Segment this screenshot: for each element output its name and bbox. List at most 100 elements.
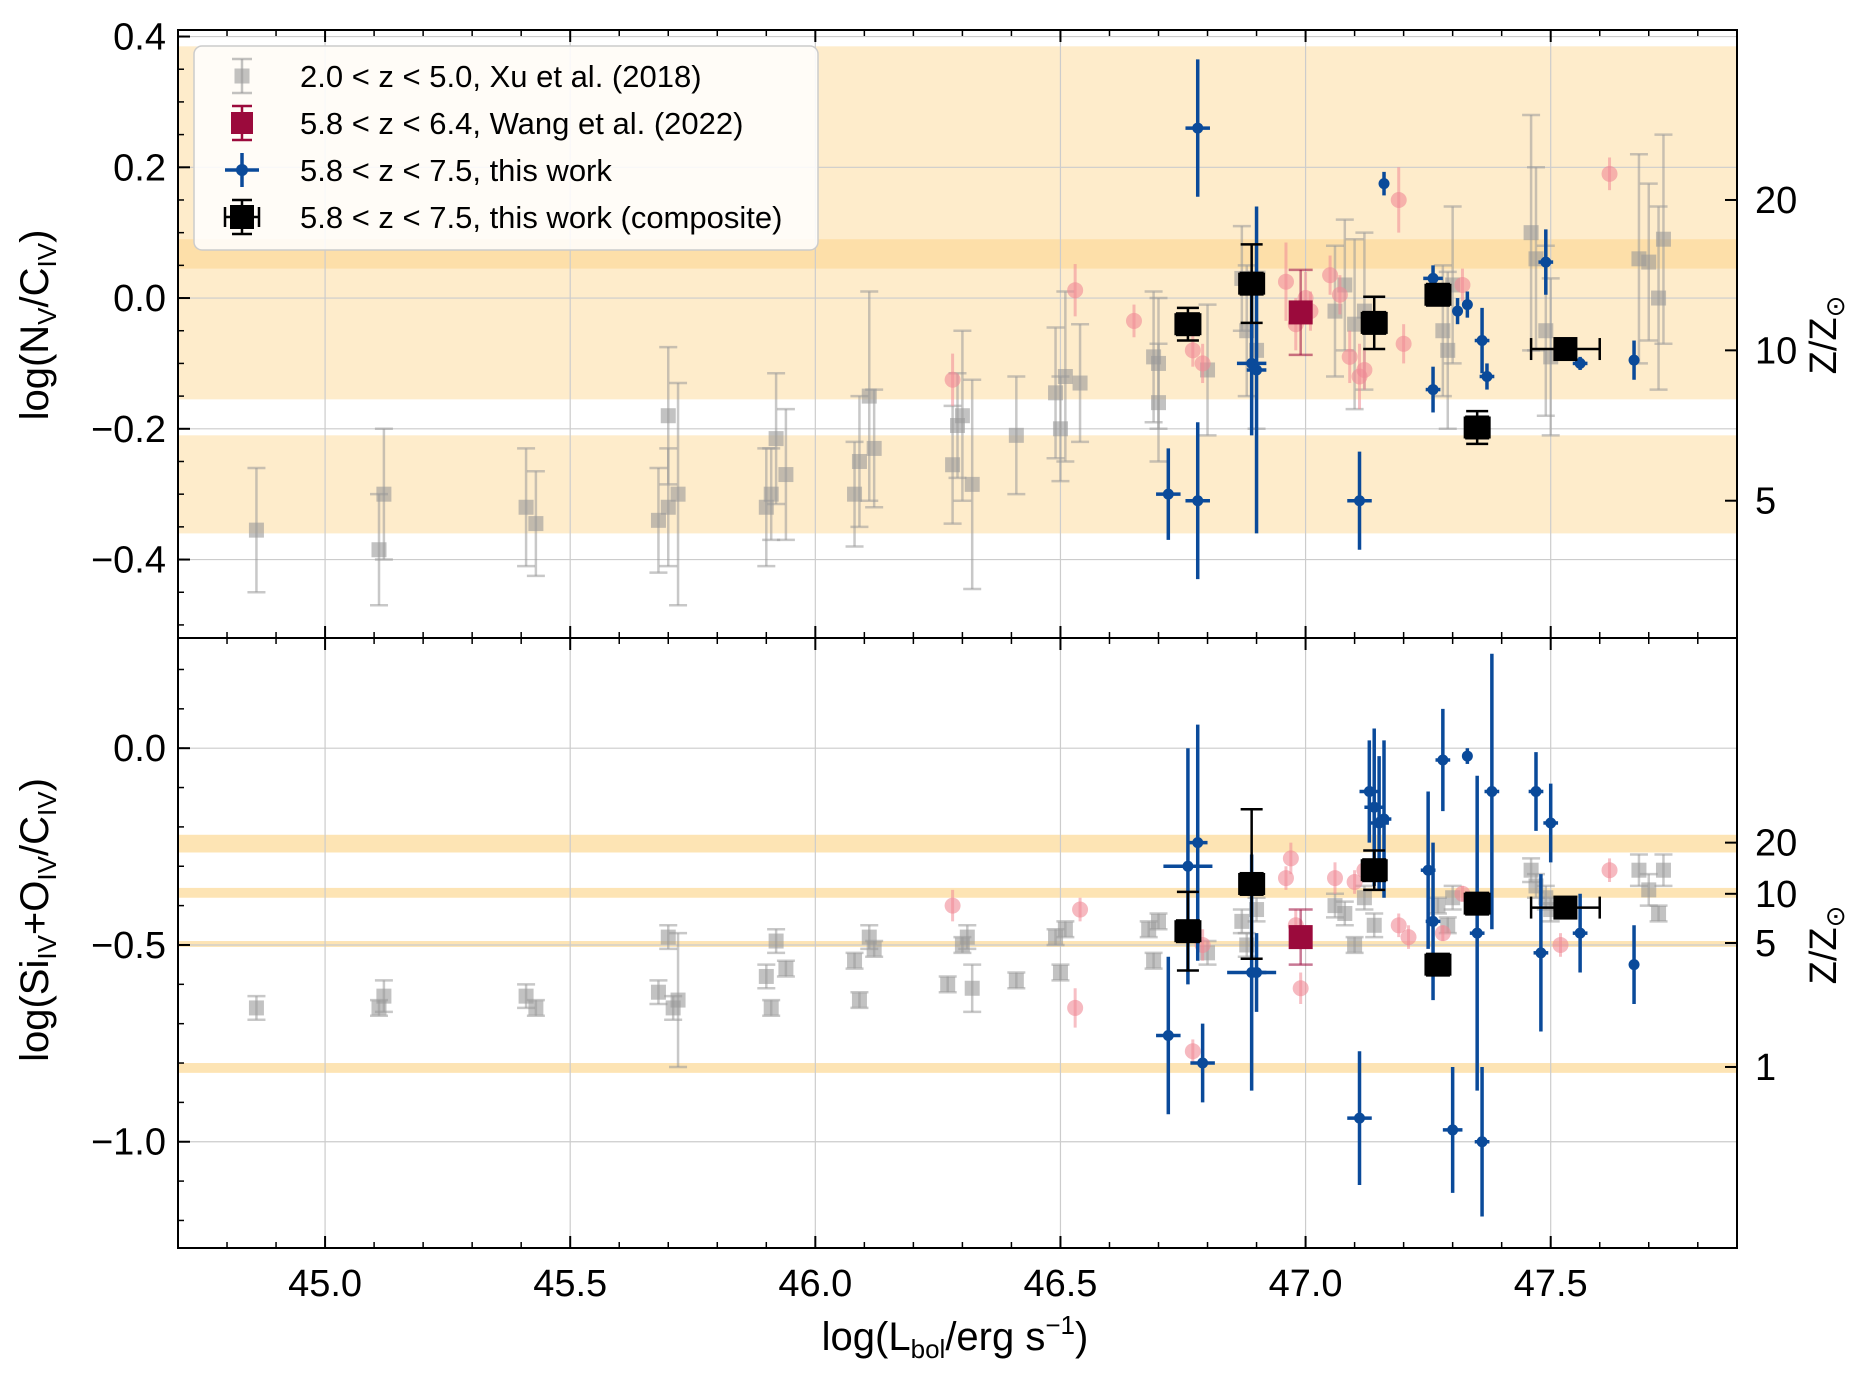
marker-circle [944,897,961,914]
marker-circle-this-work [1471,927,1483,939]
right-tick-label: 20 [1755,823,1797,865]
data-point [1326,862,1343,894]
data-point [1007,971,1026,990]
marker-square [964,980,980,996]
marker-circle-this-work [1378,813,1390,825]
data-point [1071,322,1090,444]
marker-circle-this-work [1251,967,1263,979]
data-point [1639,182,1658,342]
right-tick-label: 10 [1755,874,1797,916]
marker-square-composite [1175,312,1200,337]
marker-square [954,408,970,424]
data-point [1479,363,1495,390]
marker-square [1052,965,1068,981]
legend: 2.0 < z < 5.0, Xu et al. (2018) 5.8 < z <… [193,45,819,251]
data-point [247,994,266,1021]
data-point [1067,988,1084,1028]
data-point [1454,268,1471,302]
marker-square [1008,427,1024,443]
data-point [1424,952,1452,977]
marker-square [1641,254,1657,270]
data-point [1156,448,1181,540]
marker-square [778,961,794,977]
data-point [1390,167,1407,233]
marker-square [1651,905,1667,921]
marker-circle-this-work [1447,1124,1459,1136]
marker-square [851,992,867,1008]
data-point [1185,422,1210,580]
data-point [1552,933,1569,957]
data-point [1461,748,1473,764]
top-ylabel: log(NV/CIV) [13,230,62,421]
data-point [1425,366,1441,413]
marker-circle-this-work [1461,299,1473,311]
marker-circle-this-work [1540,256,1552,268]
top-ylabel-right: Z/Z⊙ [1803,296,1850,375]
data-point [1484,653,1500,930]
marker-circle [1390,191,1407,208]
data-point [649,466,668,574]
marker-square [959,929,975,945]
marker-circle-this-work [1363,785,1375,797]
marker-circle-this-work [1574,927,1586,939]
data-point [1529,337,1601,362]
legend-label: 5.8 < z < 7.5, this work (composite) [300,200,782,235]
marker-circle [1292,980,1309,997]
data-point [1185,59,1210,197]
data-point [958,924,977,951]
bottom-ylabel: log(SiIV+OIV/CIV) [13,778,62,1062]
data-point [1452,298,1464,325]
data-point [1356,350,1373,390]
data-point [1628,340,1640,380]
marker-circle-this-work [1427,384,1439,396]
data-point [1341,330,1358,384]
marker-circle [1601,165,1618,182]
metallicity-band [178,1063,1737,1073]
marker-circle-this-work [1197,1057,1209,1069]
marker-square [248,522,264,538]
marker-circle [1194,355,1211,372]
data-point [1346,870,1363,894]
data-point [963,963,982,1014]
marker-square [528,516,544,532]
data-point [1461,291,1473,318]
data-point [1184,1039,1201,1064]
marker-circle-this-work [1535,947,1547,959]
marker-circle-this-work [1354,495,1366,507]
data-point [247,466,266,594]
marker-circle [1277,273,1294,290]
data-point [767,371,786,506]
data-point [1528,752,1544,831]
marker-square-composite [1425,952,1450,977]
marker-square [1655,231,1671,247]
data-point [1400,925,1417,949]
marker-square [847,953,863,969]
data-point [1322,255,1339,295]
legend-entry: 5.8 < z < 7.5, this work (composite) [223,198,782,236]
marker-circle-this-work [1461,750,1473,762]
y-tick-label: −0.4 [91,540,166,582]
data-point [526,998,545,1018]
data-point [1601,157,1618,191]
data-point [1056,920,1075,939]
marker-square [1057,921,1073,937]
data-point [1463,409,1491,446]
marker-circle [1390,917,1407,934]
data-point [1246,206,1267,534]
data-point [1051,963,1070,982]
data-point [1469,775,1485,1091]
x-tick-label: 47.0 [1269,1263,1343,1305]
marker-square [1057,368,1073,384]
marker-circle-this-work [1368,801,1380,813]
y-tick-label: 0.0 [113,728,166,770]
marker-circle-this-work [1481,370,1493,382]
marker-square [758,968,774,984]
marker-circle-this-work [1545,817,1557,829]
right-tick-label: 5 [1755,923,1776,965]
y-tick-label: −0.5 [91,925,166,967]
data-point [850,990,869,1010]
marker-circle [1072,901,1089,918]
bottom-panel: 0.0 −0.5 −1.0 20 10 5 1 45.0 45.5 46.0 46.5 47.0 47.… [13,637,1850,1364]
data-point [865,939,884,959]
